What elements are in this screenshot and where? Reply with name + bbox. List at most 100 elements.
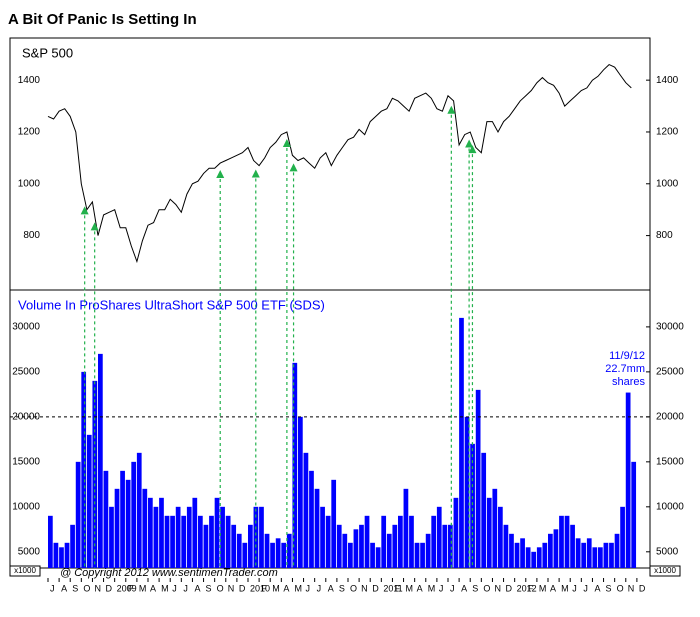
- x-tick-label: A: [461, 583, 467, 593]
- x-tick-label: M: [294, 583, 302, 593]
- y-tick-label-right: 1200: [656, 127, 679, 138]
- x-tick-label: N: [361, 583, 368, 593]
- volume-bar: [359, 524, 364, 568]
- volume-bar: [598, 547, 603, 568]
- y-tick-label: 1000: [18, 178, 41, 189]
- volume-bar: [114, 488, 120, 568]
- x-tick-label: A: [550, 583, 556, 593]
- volume-bar: [575, 538, 581, 568]
- x-tick-label: M: [161, 583, 169, 593]
- volume-bar: [120, 470, 125, 568]
- x-tick-label: S: [72, 583, 78, 593]
- x-tick-label: D: [506, 583, 513, 593]
- volume-bar: [620, 506, 625, 568]
- x-tick-label: N: [228, 583, 235, 593]
- volume-bar: [586, 538, 592, 568]
- volume-bar: [581, 542, 587, 568]
- volume-bar: [364, 515, 370, 568]
- volume-bar: [264, 533, 270, 568]
- volume-bar: [509, 533, 514, 568]
- volume-bar: [353, 529, 359, 568]
- x-tick-label: D: [239, 583, 246, 593]
- volume-bar: [548, 533, 553, 568]
- copyright: @ Copyright 2012 www.sentimenTrader.com: [60, 567, 278, 579]
- volume-bar: [159, 497, 164, 568]
- volume-bar: [53, 542, 59, 568]
- x-tick-label: J: [439, 583, 444, 593]
- volume-bar: [286, 533, 292, 568]
- page-title: A Bit Of Panic Is Setting In: [8, 11, 197, 28]
- volume-bar: [531, 551, 537, 568]
- volume-bar: [442, 524, 448, 568]
- volume-bar: [275, 538, 281, 568]
- y-tick-label: 10000: [12, 501, 40, 512]
- volume-bar: [281, 542, 287, 568]
- x-tick-label: J: [306, 583, 311, 593]
- volume-bar: [631, 461, 637, 568]
- y-tick-label: 1200: [18, 127, 41, 138]
- x-tick-label: J: [50, 583, 55, 593]
- x-tick-label: A: [150, 583, 156, 593]
- y-tick-label-right: 800: [656, 230, 673, 241]
- volume-bar: [314, 488, 320, 568]
- volume-bar: [436, 506, 442, 568]
- unit-box: [9, 565, 41, 577]
- x-tick-label: O: [617, 583, 624, 593]
- volume-bar: [342, 533, 348, 568]
- x-tick-label: N: [628, 583, 635, 593]
- volume-bar: [236, 533, 242, 568]
- y-tick-label-right: 5000: [656, 546, 679, 557]
- x-tick-label: S: [206, 583, 212, 593]
- x-tick-label: S: [339, 583, 345, 593]
- volume-bar: [336, 524, 342, 568]
- volume-bar: [70, 524, 75, 568]
- volume-bar: [225, 515, 231, 568]
- x-tick-label: J: [583, 583, 588, 593]
- volume-bar: [592, 547, 598, 568]
- y-tick-label: 5000: [18, 546, 41, 557]
- volume-bar: [603, 542, 609, 568]
- x-tick-label: D: [106, 583, 113, 593]
- x-tick-label: N: [494, 583, 501, 593]
- volume-bar: [470, 443, 475, 568]
- volume-bar: [381, 515, 387, 568]
- volume-bar: [520, 538, 525, 568]
- signal-marker: [90, 222, 99, 231]
- x-tick-label: J: [183, 583, 188, 593]
- volume-bar: [464, 416, 470, 568]
- x-tick-label: O: [217, 583, 224, 593]
- volume-bar: [398, 515, 403, 568]
- volume-bar: [559, 515, 564, 568]
- x-tick-label: D: [372, 583, 379, 593]
- x-tick-label: S: [472, 583, 478, 593]
- volume-bar: [220, 506, 225, 568]
- x-tick-label: J: [572, 583, 577, 593]
- volume-bar: [209, 515, 214, 568]
- x-tick-label: A: [283, 583, 289, 593]
- x-tick-label: M: [272, 583, 280, 593]
- volume-bar: [242, 542, 248, 568]
- x-tick-label: F: [261, 583, 267, 593]
- volume-bar: [86, 434, 92, 568]
- x-tick-label: 2012: [517, 583, 537, 593]
- volume-bar: [386, 533, 392, 568]
- volume-bar: [303, 452, 309, 568]
- volume-bar: [320, 506, 325, 568]
- unit-label: x1000: [14, 566, 36, 575]
- panel-title: S&P 500: [22, 45, 73, 60]
- y-tick-label-right: 30000: [656, 322, 684, 333]
- volume-bar: [486, 497, 492, 568]
- y-tick-label: 30000: [12, 322, 40, 333]
- volume-bar: [298, 416, 303, 568]
- volume-bar: [431, 515, 437, 568]
- signal-marker: [216, 170, 225, 179]
- volume-bar: [625, 392, 631, 568]
- volume-bar: [609, 542, 614, 568]
- x-tick-label: O: [350, 583, 357, 593]
- annotation: shares: [612, 376, 646, 388]
- x-tick-label: M: [539, 583, 547, 593]
- signal-marker: [289, 163, 298, 172]
- volume-bar: [75, 461, 81, 568]
- volume-bar: [109, 506, 114, 568]
